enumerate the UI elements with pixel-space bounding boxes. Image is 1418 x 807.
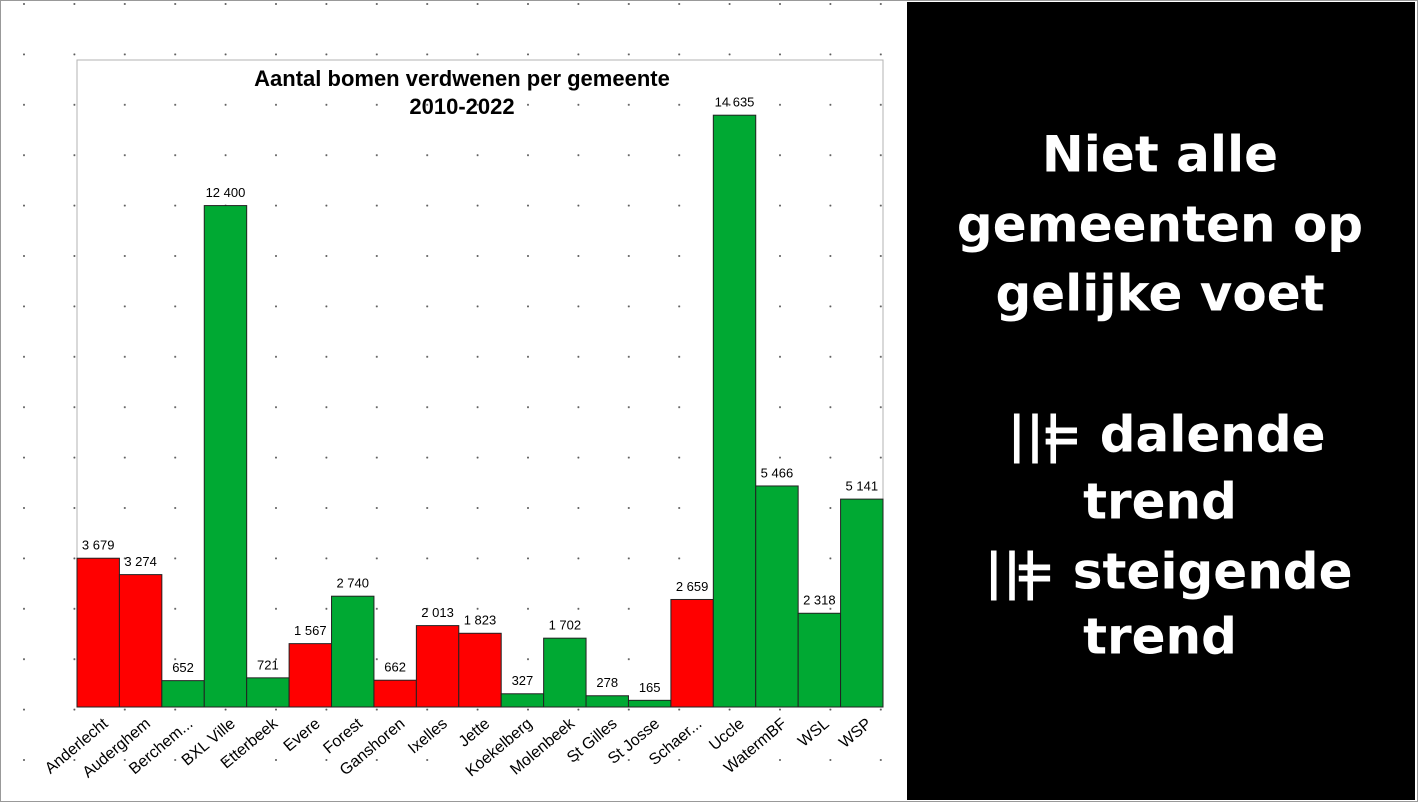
data-label: 5 466 <box>761 465 794 480</box>
data-label: 2 659 <box>676 579 709 594</box>
bar <box>203 205 248 708</box>
bar <box>331 595 375 708</box>
bar <box>246 677 290 708</box>
data-label: 327 <box>512 673 534 688</box>
data-label: 1 567 <box>294 623 327 638</box>
data-label: 12 400 <box>206 185 246 200</box>
data-label: 165 <box>639 680 661 695</box>
data-label: 3 274 <box>124 554 157 569</box>
data-label: 278 <box>596 675 618 690</box>
panel-text: Niet alle gemeenten op gelijke voet ||| … <box>957 126 1363 666</box>
bar <box>627 699 672 708</box>
bar <box>288 643 333 708</box>
bar <box>161 680 205 708</box>
panel-heading: Niet alle <box>1042 126 1278 184</box>
data-label: 3 679 <box>82 538 115 553</box>
bar <box>585 695 629 708</box>
legend-text: = dalende <box>1040 406 1325 464</box>
bar <box>755 485 799 708</box>
data-label: 2 740 <box>336 576 369 591</box>
data-label: 1 823 <box>464 613 497 628</box>
legend-symbol: ||| <box>1008 406 1063 464</box>
data-label: 5 141 <box>846 479 879 494</box>
panel-heading: gemeenten op <box>957 196 1363 254</box>
bar <box>76 557 120 708</box>
legend-symbol: ||| <box>985 543 1040 601</box>
bar <box>712 114 757 708</box>
legend-text: trend <box>1083 473 1237 531</box>
bar <box>670 598 714 708</box>
legend-text: trend <box>1083 608 1237 666</box>
side-panel <box>907 2 1415 800</box>
bar <box>500 693 545 708</box>
data-label: 721 <box>257 657 279 672</box>
data-label: 2 013 <box>421 605 454 620</box>
bar <box>797 612 842 708</box>
data-label: 14 635 <box>715 95 755 110</box>
bar <box>543 637 587 708</box>
panel-heading: gelijke voet <box>995 265 1324 323</box>
data-label: 662 <box>384 660 406 675</box>
legend-text: = steigende <box>1013 543 1352 601</box>
bar <box>373 679 417 708</box>
data-label: 652 <box>172 660 194 675</box>
data-label: 1 702 <box>549 618 582 633</box>
data-label: 2 318 <box>803 593 836 608</box>
bar <box>118 574 163 708</box>
chart-subtitle: 2010-2022 <box>409 94 514 119</box>
chart-title: Aantal bomen verdwenen per gemeente <box>254 66 670 91</box>
bar <box>840 498 884 708</box>
bar <box>415 625 460 708</box>
bar <box>458 632 502 708</box>
